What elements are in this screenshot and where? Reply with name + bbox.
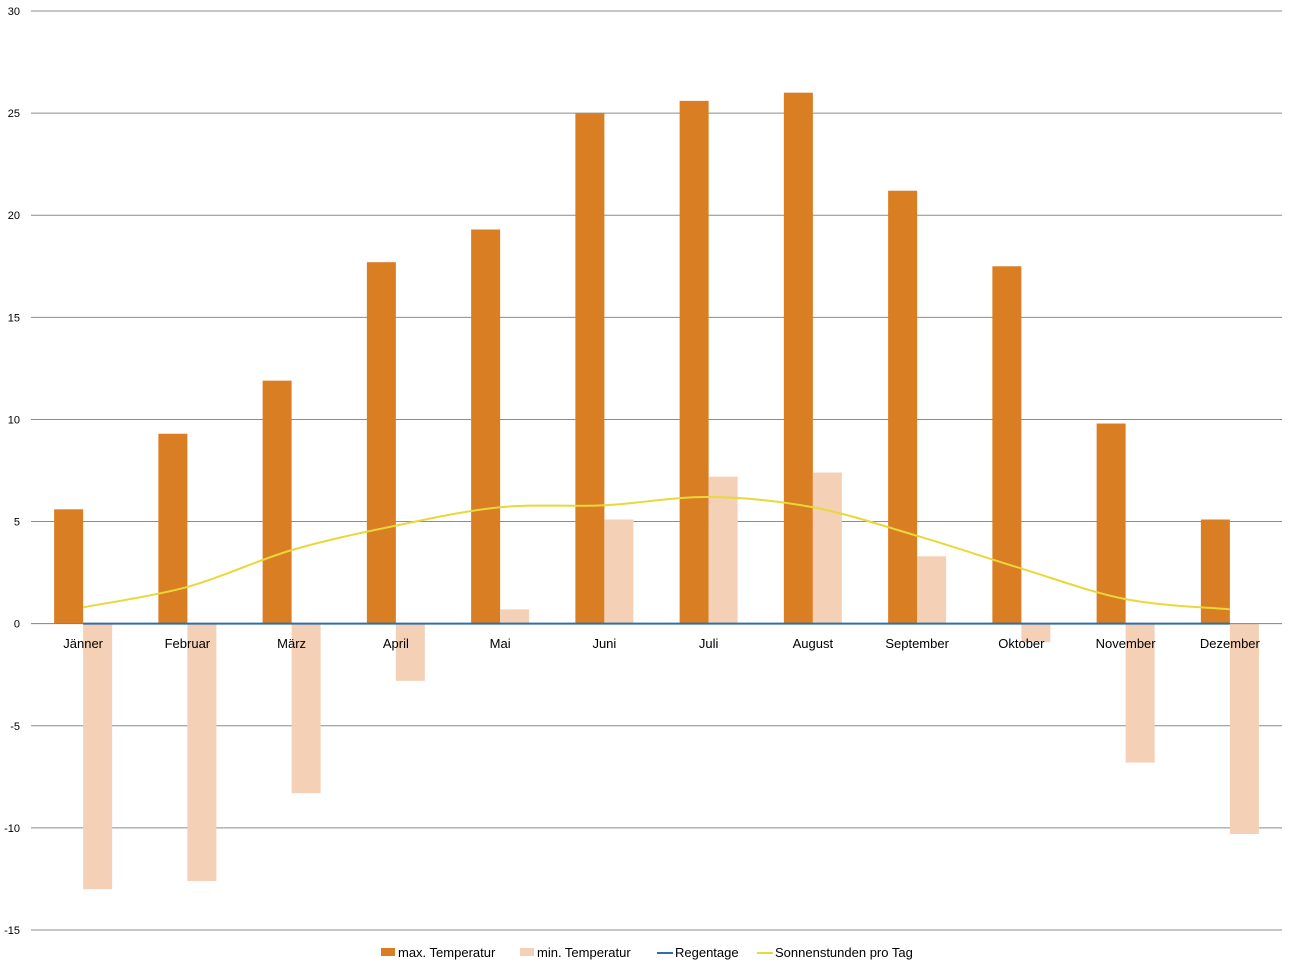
bar-max-temperature [1096, 423, 1126, 624]
x-category-label: Oktober [998, 636, 1045, 651]
y-tick-label: 30 [8, 6, 20, 18]
bar-max-temperature [471, 229, 501, 624]
y-tick-label: -10 [4, 823, 20, 835]
y-tick-label: 20 [8, 210, 20, 222]
legend: max. Temperatur min. Temperatur Regentage S… [381, 945, 913, 960]
bar-min-temperature [187, 623, 217, 881]
y-axis-ticks: -15 -10 -5 0 5 10 15 20 25 30 [4, 6, 20, 937]
y-tick-label: 5 [14, 517, 20, 529]
bar-min-temperature [708, 476, 738, 624]
bar-min-temperature [812, 472, 842, 624]
bar-max-temperature [1200, 519, 1230, 624]
bar-min-temperature [500, 609, 530, 624]
gridlines [31, 10, 1282, 931]
x-category-label: November [1096, 636, 1157, 651]
bar-max-temperature [992, 266, 1022, 624]
bar-min-temperature [917, 556, 947, 624]
bar-min-temperature [1021, 623, 1051, 643]
bar-max-temperature [158, 433, 188, 624]
bar-max-temperature [575, 113, 605, 624]
x-category-label: Februar [165, 636, 211, 651]
y-tick-label: -5 [10, 721, 20, 733]
y-tick-label: 0 [14, 619, 20, 631]
y-tick-label: 10 [8, 414, 20, 426]
legend-swatch [520, 948, 534, 956]
bar-min-temperature [395, 623, 425, 681]
x-category-label: September [885, 636, 949, 651]
x-category-label: März [277, 636, 306, 651]
legend-label: max. Temperatur [398, 945, 496, 960]
x-category-label: Juni [592, 636, 616, 651]
y-tick-label: 15 [8, 312, 20, 324]
x-category-label: Juli [699, 636, 719, 651]
bar-max-temperature [679, 100, 709, 624]
legend-label: Sonnenstunden pro Tag [775, 945, 913, 960]
x-category-label: Mai [490, 636, 511, 651]
x-category-label: August [793, 636, 834, 651]
legend-label: min. Temperatur [537, 945, 631, 960]
bar-min-temperature [83, 623, 113, 890]
x-category-label: Jänner [63, 636, 103, 651]
legend-swatch [381, 948, 395, 956]
legend-label: Regentage [675, 945, 739, 960]
line-sonnenstunden [82, 496, 1230, 611]
bar-max-temperature [888, 190, 918, 624]
bar-min-temperature [1125, 623, 1155, 763]
bar-min-temperature [291, 623, 321, 794]
bar-max-temperature [366, 262, 396, 624]
bar-max-temperature [783, 92, 813, 624]
lines [82, 496, 1230, 611]
y-tick-label: 25 [8, 108, 20, 120]
x-category-label: April [383, 636, 409, 651]
bars [54, 92, 1259, 890]
x-axis-labels: Jänner Februar März April Mai Juni Juli August S… [63, 636, 1260, 651]
x-category-label: Dezember [1200, 636, 1261, 651]
bar-min-temperature [604, 519, 634, 624]
bar-max-temperature [54, 509, 84, 624]
bar-min-temperature [1229, 623, 1259, 835]
y-tick-label: -15 [4, 925, 20, 937]
bar-max-temperature [262, 380, 292, 624]
